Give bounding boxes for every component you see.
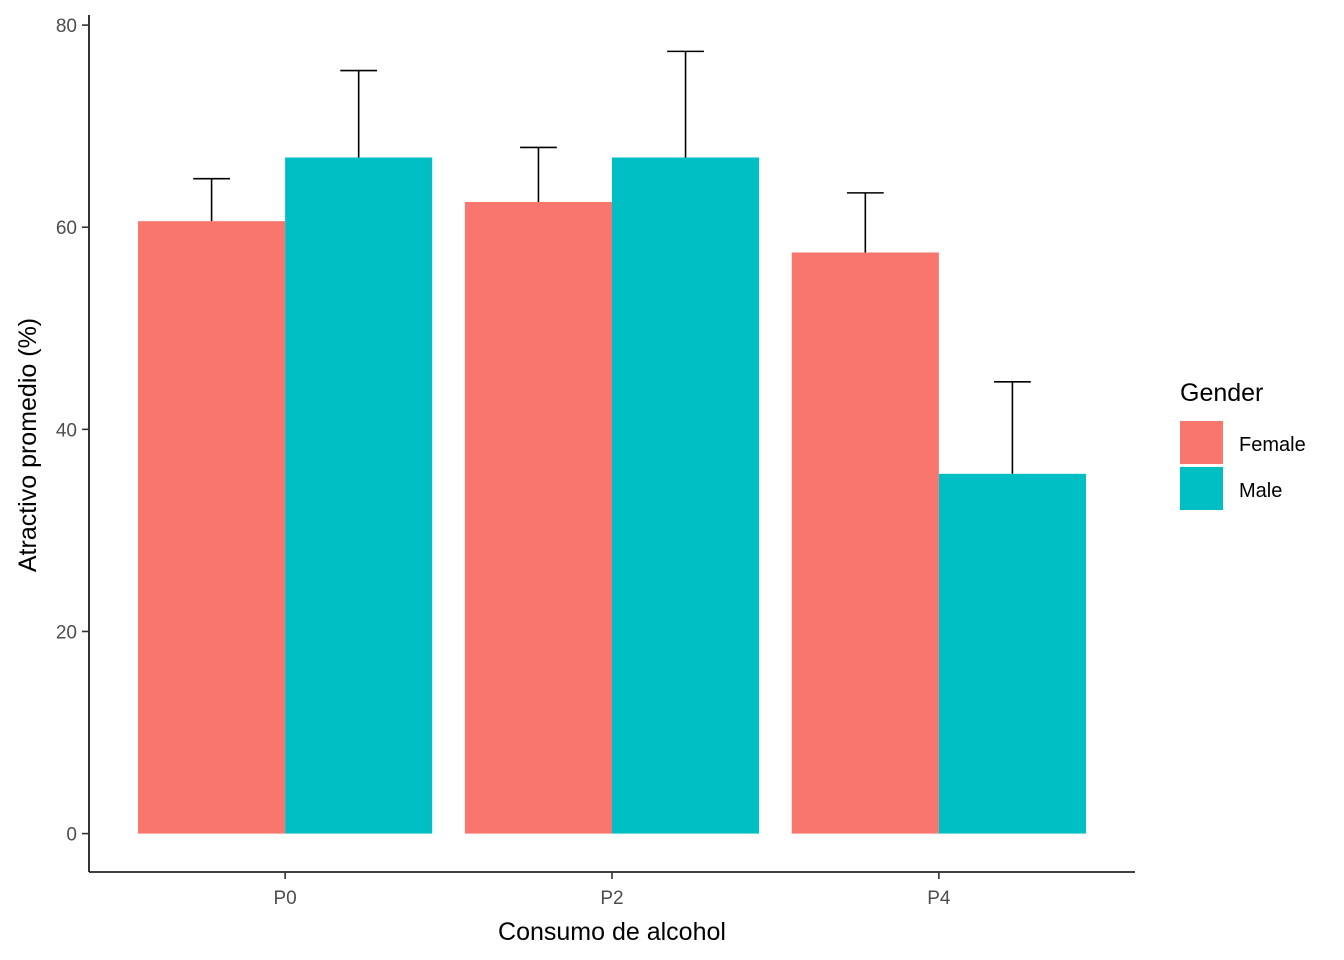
legend-item-female: Female <box>1180 421 1306 464</box>
x-tick-label-p0: P0 <box>274 888 297 909</box>
bar-p0-female <box>138 221 286 834</box>
y-axis-title: Atractivo promedio (%) <box>14 318 42 572</box>
x-tick-label-p4: P4 <box>927 888 951 909</box>
y-tick-label: 80 <box>56 16 77 37</box>
x-tick-label-p2: P2 <box>600 888 623 909</box>
legend-title: Gender <box>1180 379 1263 407</box>
legend-swatch-male <box>1180 467 1223 510</box>
legend-label-male: Male <box>1239 480 1282 502</box>
error-bars-group <box>193 50 1031 474</box>
error-bar-p2-male <box>667 50 704 158</box>
error-bar-p0-female <box>193 177 230 222</box>
legend-item-male: Male <box>1180 467 1282 510</box>
error-bar-p4-male <box>994 381 1031 474</box>
y-ticks-group: 0 20 40 60 80 <box>56 16 89 846</box>
error-bar-p0-male <box>340 69 378 158</box>
x-axis-title: Consumo de alcohol <box>498 918 726 946</box>
bar-p4-male <box>938 473 1086 834</box>
error-bar-p4-female <box>846 192 884 253</box>
y-tick-label: 0 <box>66 825 77 846</box>
bar-p2-female <box>464 201 612 834</box>
y-tick-label: 20 <box>56 622 77 643</box>
bars-group <box>138 157 1086 834</box>
bar-p2-male <box>612 157 760 834</box>
legend-label-female: Female <box>1239 434 1306 456</box>
bar-p4-female <box>791 252 939 834</box>
y-tick-label: 60 <box>56 218 77 239</box>
legend-swatch-female <box>1180 421 1223 464</box>
x-ticks-group: P0 P2 P4 <box>274 872 951 909</box>
error-bar-p2-female <box>520 146 557 202</box>
legend: Gender Female Male <box>1180 379 1306 510</box>
bar-p0-male <box>285 157 433 834</box>
y-tick-label: 40 <box>56 420 77 441</box>
